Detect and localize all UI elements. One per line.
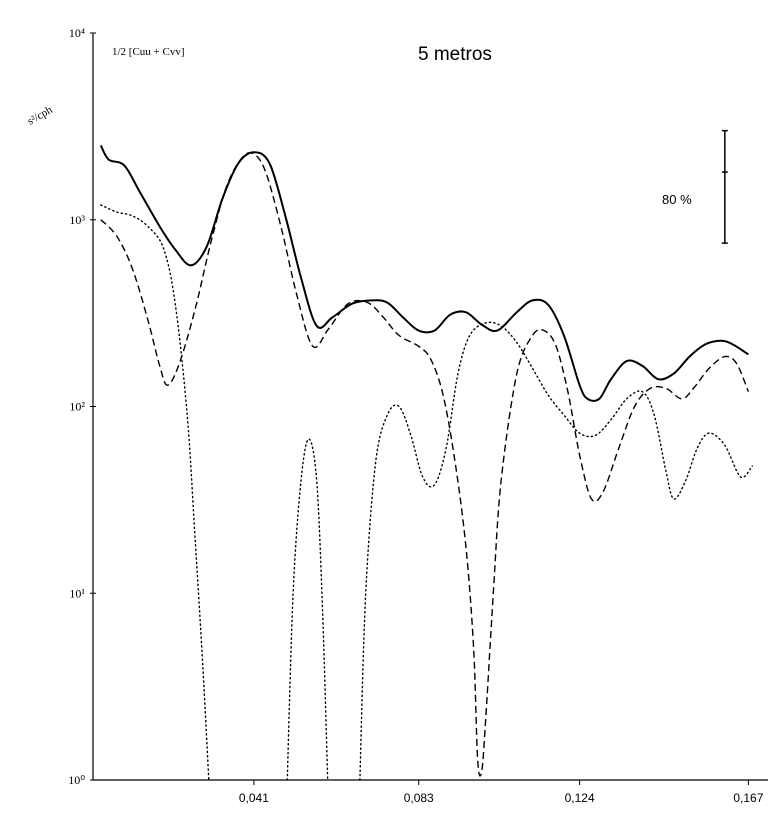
series-line-dashed: [100, 151, 750, 777]
y-axis-label: s²/cph: [26, 104, 55, 128]
series-group: [99, 144, 753, 781]
formula-text: 1/2 [Cuu + Cvv]: [112, 46, 185, 58]
y-tick-label: 10³: [69, 213, 85, 227]
y-tick-label: 10²: [69, 400, 85, 414]
x-tick-label: 0,041: [239, 791, 269, 805]
y-axis-label-text: s²/cph: [26, 104, 55, 128]
x-tick-label: 0,124: [565, 791, 595, 805]
series-line-dotted: [286, 438, 329, 781]
confidence-label: 80 %: [662, 192, 692, 207]
chart-title: 5 metros: [418, 44, 492, 65]
y-tick-label: 10¹: [69, 586, 85, 600]
x-tick-label: 0,167: [733, 791, 763, 805]
series-line-dotted: [359, 321, 753, 781]
y-tick-label: 10⁰: [68, 773, 85, 787]
plot-area: 10⁰ 10¹ 10² 10³ 10⁴ 0,041 0,083 0,124 0,167: [68, 26, 768, 805]
formula-label: 1/2 [Cuu + Cvv]: [112, 46, 185, 58]
y-tick-label: 10⁴: [69, 26, 85, 40]
confidence-bar: 80 %: [662, 129, 728, 244]
series-line-solid: [99, 144, 749, 402]
series-line-dotted: [100, 204, 210, 781]
x-tick-label: 0,083: [404, 791, 434, 805]
